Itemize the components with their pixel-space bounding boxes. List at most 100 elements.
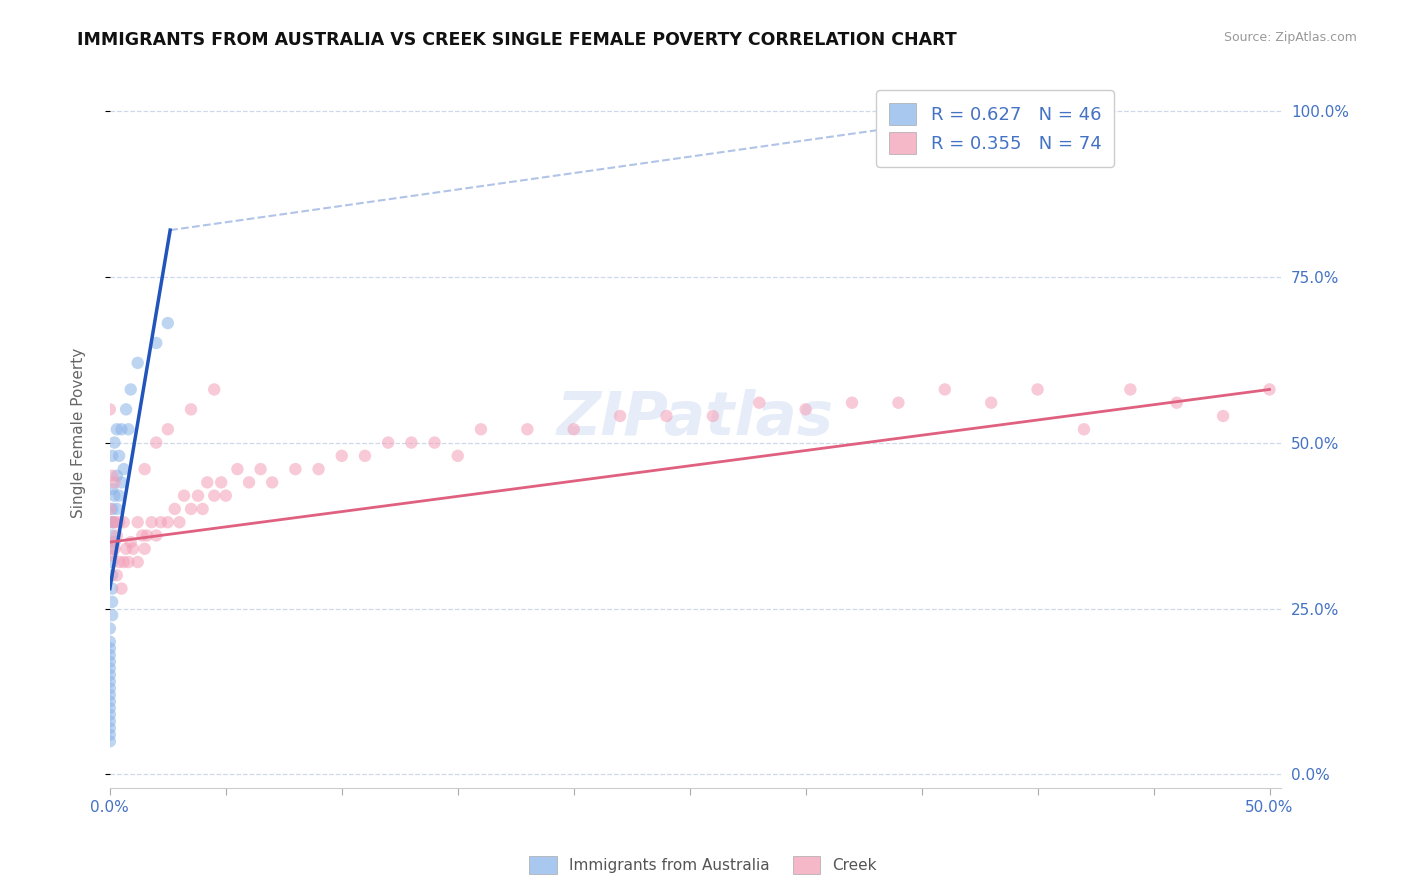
Point [98, 655, 121, 669]
Point [103, 515, 125, 529]
Point [108, 515, 131, 529]
Point [655, 409, 678, 423]
Point [120, 535, 142, 549]
Text: Source: ZipAtlas.com: Source: ZipAtlas.com [1223, 31, 1357, 45]
Point [169, 515, 191, 529]
Point [98, 402, 121, 417]
Point [1212, 409, 1234, 423]
Point [202, 383, 225, 397]
Point [101, 568, 124, 582]
Point [115, 541, 138, 556]
Point [98, 502, 121, 516]
Point [101, 502, 124, 516]
Point [354, 449, 377, 463]
Point [101, 608, 124, 623]
Point [173, 489, 195, 503]
Point [209, 475, 232, 490]
Point [103, 475, 125, 490]
Point [180, 502, 202, 516]
Point [134, 541, 156, 556]
Point [131, 528, 153, 542]
Point [136, 528, 159, 542]
Point [98, 688, 121, 702]
Point [202, 489, 225, 503]
Point [98, 694, 121, 708]
Point [1119, 383, 1142, 397]
Point [156, 515, 179, 529]
Point [377, 435, 399, 450]
Point [112, 555, 135, 569]
Text: IMMIGRANTS FROM AUSTRALIA VS CREEK SINGLE FEMALE POVERTY CORRELATION CHART: IMMIGRANTS FROM AUSTRALIA VS CREEK SINGL… [77, 31, 957, 49]
Point [1166, 395, 1188, 409]
Point [1026, 383, 1049, 397]
Point [980, 395, 1002, 409]
Point [156, 422, 179, 436]
Point [98, 728, 121, 742]
Point [330, 449, 353, 463]
Point [98, 641, 121, 656]
Point [98, 734, 121, 748]
Point [156, 316, 179, 330]
Point [117, 422, 139, 436]
Point [101, 595, 124, 609]
Point [115, 402, 138, 417]
Point [187, 489, 209, 503]
Point [105, 502, 128, 516]
Point [98, 674, 121, 689]
Point [101, 515, 124, 529]
Point [249, 462, 271, 476]
Point [101, 482, 124, 496]
Point [127, 356, 149, 370]
Point [887, 395, 910, 409]
Point [134, 462, 156, 476]
Point [702, 409, 724, 423]
Point [117, 555, 139, 569]
Point [226, 462, 249, 476]
Point [101, 449, 124, 463]
Point [401, 435, 423, 450]
Point [101, 468, 124, 483]
Point [120, 383, 142, 397]
Point [308, 462, 330, 476]
Point [103, 435, 125, 450]
Point [748, 395, 770, 409]
Point [103, 489, 125, 503]
Point [108, 555, 131, 569]
Point [609, 409, 631, 423]
Point [516, 422, 538, 436]
Point [98, 707, 121, 722]
Point [191, 502, 214, 516]
Point [1073, 422, 1095, 436]
Point [98, 648, 121, 662]
Point [284, 462, 307, 476]
Point [112, 515, 135, 529]
Point [98, 681, 121, 695]
Point [98, 714, 121, 729]
Point [470, 422, 492, 436]
Point [98, 668, 121, 682]
Point [1258, 383, 1281, 397]
Text: ZIPatlas: ZIPatlas [557, 389, 834, 448]
Point [101, 541, 124, 556]
Point [112, 462, 135, 476]
Point [262, 475, 284, 490]
Point [98, 535, 121, 549]
Point [145, 336, 167, 351]
Point [101, 555, 124, 569]
Point [423, 435, 446, 450]
Point [841, 395, 863, 409]
Point [163, 502, 186, 516]
Point [105, 528, 128, 542]
Legend: Immigrants from Australia, Creek: Immigrants from Australia, Creek [523, 850, 883, 880]
Point [105, 568, 128, 582]
Legend: R = 0.627   N = 46, R = 0.355   N = 74: R = 0.627 N = 46, R = 0.355 N = 74 [876, 90, 1114, 167]
Point [105, 422, 128, 436]
Point [108, 489, 131, 503]
Point [122, 541, 145, 556]
Point [98, 721, 121, 735]
Point [98, 661, 121, 675]
Point [934, 383, 956, 397]
Point [101, 549, 124, 563]
Point [145, 528, 167, 542]
Point [98, 634, 121, 648]
